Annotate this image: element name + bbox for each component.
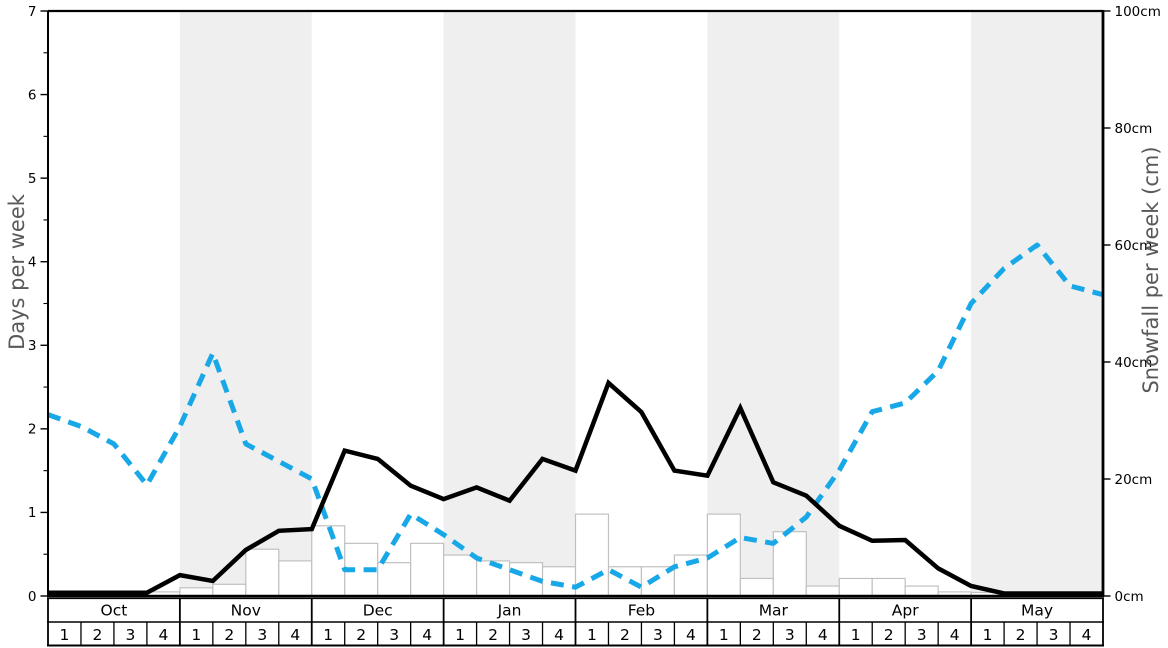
snowfall-line <box>47 242 1104 590</box>
month-label: Nov <box>231 602 261 620</box>
left-axis-title: Days per week <box>5 194 29 350</box>
right-tick-label: 80cm <box>1115 121 1153 137</box>
month-label: Feb <box>628 602 655 620</box>
week-number-label: 1 <box>60 626 70 644</box>
week-number-label: 3 <box>785 626 795 644</box>
left-axis: 0 1 2 3 4 5 6 7 <box>28 4 48 605</box>
week-number-label: 3 <box>917 626 927 644</box>
snowfall-bar <box>377 562 412 597</box>
left-tick-label: 0 <box>28 589 37 605</box>
snowfall-bar <box>838 577 873 597</box>
left-tick-label: 6 <box>28 87 37 103</box>
week-number-label: 3 <box>125 626 135 644</box>
week-number-label: 1 <box>587 626 597 644</box>
right-tick-label: 20cm <box>1115 472 1153 488</box>
left-tick-label: 5 <box>28 171 37 187</box>
week-number-label: 2 <box>752 626 762 644</box>
right-tick-label: 40cm <box>1115 355 1153 371</box>
week-number-label: 1 <box>323 626 333 644</box>
snowfall-bar <box>475 560 511 597</box>
snowfall-bar <box>311 525 346 597</box>
days-line <box>48 379 1103 596</box>
week-number-label: 4 <box>422 626 432 644</box>
right-tick-label: 60cm <box>1115 238 1153 254</box>
snowfall-bar <box>805 585 840 597</box>
week-number-label: 4 <box>290 626 300 644</box>
week-number-label: 4 <box>950 626 960 644</box>
month-label: Dec <box>363 602 393 620</box>
left-tick-label: 7 <box>28 4 37 20</box>
week-number-label: 1 <box>719 626 729 644</box>
week-number-label: 4 <box>686 626 696 644</box>
week-number-label: 1 <box>455 626 465 644</box>
snowfall-bar <box>245 548 280 597</box>
snowfall-bar <box>772 531 807 597</box>
month-band-jan <box>443 11 576 596</box>
month-shading-bands <box>179 11 1103 596</box>
week-number-label: 3 <box>389 626 399 644</box>
week-number-label: 4 <box>1082 626 1092 644</box>
week-number-label: 2 <box>488 626 498 644</box>
snowfall-bar <box>443 554 478 597</box>
snowfall-bar <box>904 585 939 597</box>
month-band-nov <box>179 11 312 596</box>
week-number-label: 3 <box>257 626 267 644</box>
snowfall-bar <box>739 577 774 597</box>
right-axis-title: Snowfall per week (cm) <box>1139 146 1163 394</box>
left-tick-label: 3 <box>28 338 37 354</box>
snowfall-bar <box>410 542 445 597</box>
snowfall-bar <box>871 577 906 597</box>
week-number-label: 4 <box>554 626 564 644</box>
week-number-label: 2 <box>356 626 366 644</box>
month-label: Apr <box>892 602 919 620</box>
month-label: May <box>1021 602 1053 620</box>
month-label: Mar <box>759 602 789 620</box>
plot-border <box>47 9 1105 598</box>
left-tick-label: 1 <box>28 505 37 521</box>
week-number-label: 1 <box>191 626 201 644</box>
snowfall-bar <box>541 566 577 597</box>
month-label: Jan <box>497 602 522 620</box>
month-label: Oct <box>101 602 128 620</box>
month-band-may <box>971 11 1103 596</box>
week-number-label: 4 <box>818 626 828 644</box>
week-number-label: 1 <box>983 626 993 644</box>
left-tick-label: 2 <box>28 422 37 438</box>
snowfall-bar <box>278 560 313 597</box>
week-number-label: 2 <box>1016 626 1026 644</box>
snowfall-bar <box>212 583 247 597</box>
week-number-label: 2 <box>884 626 894 644</box>
month-week-table: Oct Nov Dec Jan Feb Mar Apr May 1 2 3 4 1 2 3 4 1 2 3 4 1 2 3 4… <box>47 597 1104 647</box>
week-number-label: 3 <box>653 626 663 644</box>
right-tick-label: 100cm <box>1115 4 1161 20</box>
week-number-label: 3 <box>1049 626 1059 644</box>
week-number-label: 2 <box>620 626 630 644</box>
week-number-label: 4 <box>158 626 168 644</box>
week-number-label: 1 <box>851 626 861 644</box>
week-number-label: 3 <box>521 626 531 644</box>
week-number-label: 2 <box>93 626 103 644</box>
right-axis: 0cm 20cm 40cm 60cm 80cm 100cm <box>1103 4 1161 605</box>
week-number-label: 2 <box>224 626 234 644</box>
left-tick-label: 4 <box>28 255 37 271</box>
right-tick-label: 0cm <box>1115 589 1144 605</box>
